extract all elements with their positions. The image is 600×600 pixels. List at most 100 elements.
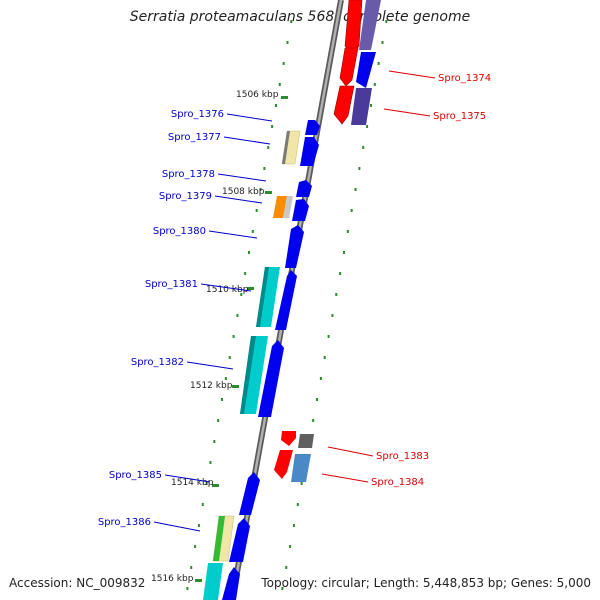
inner-track-dot [263, 167, 266, 170]
outer-track-dot [312, 419, 315, 422]
gene-leader-line [214, 195, 263, 204]
gene-leader-line [327, 446, 374, 457]
gene-label[interactable]: Spro_1386 [98, 517, 151, 528]
gene-block-1384-a [274, 450, 293, 479]
gene-block-1381-b [256, 267, 269, 327]
outer-track-dot [377, 62, 380, 65]
outer-track-dot [285, 566, 288, 569]
inner-track-dot [255, 209, 258, 212]
gene-label[interactable]: Spro_1377 [168, 132, 221, 143]
gene-label[interactable]: Spro_1378 [162, 169, 215, 180]
gene-leader-line [153, 521, 201, 532]
gene-label[interactable]: Spro_1380 [153, 226, 206, 237]
tick-label: 1506 kbp [236, 90, 279, 100]
gene-leader-line [226, 113, 273, 122]
inner-track-dot [240, 293, 243, 296]
tick-mark [232, 385, 239, 388]
position-ticks: 1506 kbp 1508 kbp 1510 kbp 1512 kbp 1514 kbp… [151, 90, 288, 584]
gene-block-1387-a [203, 563, 223, 600]
outer-track-dot [350, 209, 353, 212]
outer-track-dot [289, 545, 292, 548]
gene-leader-line [223, 136, 271, 145]
tick-label: 1510 kbp [206, 285, 249, 295]
tick-mark [247, 287, 254, 290]
inner-track-dot [282, 62, 285, 65]
inner-track-dot [205, 482, 208, 485]
gene-block-1374-a [344, 0, 363, 55]
gene-block-1386-c [229, 518, 250, 562]
outer-track-dot [292, 524, 295, 527]
inner-track-dot [221, 398, 224, 401]
gene-label[interactable]: Spro_1381 [145, 279, 198, 290]
inner-track-dot [274, 104, 277, 107]
gene-label[interactable]: Spro_1374 [438, 73, 491, 84]
inner-track-dot [267, 146, 270, 149]
inner-track-dot [217, 419, 220, 422]
tick-mark [212, 484, 219, 487]
outer-track-dot [354, 188, 357, 191]
outer-track-dot [381, 41, 384, 44]
inner-track-dot [197, 524, 200, 527]
gene-label[interactable]: Spro_1379 [159, 191, 212, 202]
inner-dotted-ring [186, 20, 293, 590]
inner-track-dot [232, 335, 235, 338]
gene-leader-line [217, 173, 267, 182]
tick-label: 1514 kbp [171, 478, 214, 488]
outer-track-dot [366, 125, 369, 128]
gene-label[interactable]: Spro_1385 [109, 470, 162, 481]
gene-block-1374-d [356, 52, 376, 88]
gene-label[interactable]: Spro_1384 [371, 477, 424, 488]
gene-block-1379-b [283, 196, 293, 218]
forward-strand-genes [203, 120, 320, 600]
gene-label[interactable]: Spro_1376 [171, 109, 224, 120]
gene-block-1385 [239, 472, 260, 515]
gene-block-1377-c [300, 137, 319, 166]
inner-track-dot [190, 566, 193, 569]
outer-track-dot [342, 251, 345, 254]
gene-block-1375-b [351, 88, 372, 125]
genome-title: Serratia proteamaculans 568, complete ge… [129, 9, 471, 25]
tick-label: 1512 kbp [190, 381, 233, 391]
outer-dotted-ring [281, 20, 388, 590]
gene-block-1382-c [258, 340, 284, 417]
outer-track-dot [281, 587, 284, 590]
accession-text: Accession: NC_009832 [9, 576, 146, 590]
tick-mark [281, 96, 288, 99]
inner-track-dot [251, 230, 254, 233]
outer-track-dot [385, 20, 388, 23]
gene-label[interactable]: Spro_1382 [131, 357, 184, 368]
tick-mark [265, 191, 272, 194]
gene-block-1376 [305, 120, 320, 135]
inner-track-dot [201, 503, 204, 506]
gene-label[interactable]: Spro_1375 [433, 111, 486, 122]
gene-leader-line [200, 283, 252, 292]
inner-track-dot [194, 545, 197, 548]
inner-track-dot [290, 20, 293, 23]
outer-track-dot [373, 83, 376, 86]
inner-track-dot [286, 41, 289, 44]
gene-leader-line [208, 230, 258, 239]
gene-block-1377-b [282, 131, 290, 164]
gene-leader-line [164, 474, 211, 483]
inner-track-dot [224, 377, 227, 380]
inner-track-dot [278, 83, 281, 86]
inner-track-dot [209, 461, 212, 464]
gene-block-1382-b [240, 336, 256, 414]
inner-track-dot [186, 587, 189, 590]
gene-block-1383-b [298, 434, 314, 448]
tick-label: 1508 kbp [222, 187, 265, 197]
gene-label[interactable]: Spro_1383 [376, 451, 429, 462]
outer-track-dot [362, 146, 365, 149]
inner-track-dot [228, 356, 231, 359]
outer-track-dot [300, 482, 303, 485]
inner-track-dot [244, 272, 247, 275]
inner-track-dot [259, 188, 262, 191]
outer-track-dot [369, 104, 372, 107]
outer-track-dot [296, 503, 299, 506]
gene-leader-line [383, 108, 431, 117]
genome-summary-text: Topology: circular; Length: 5,448,853 bp… [261, 576, 591, 590]
outer-track-dot [319, 377, 322, 380]
gene-block-1379-c [292, 199, 309, 221]
